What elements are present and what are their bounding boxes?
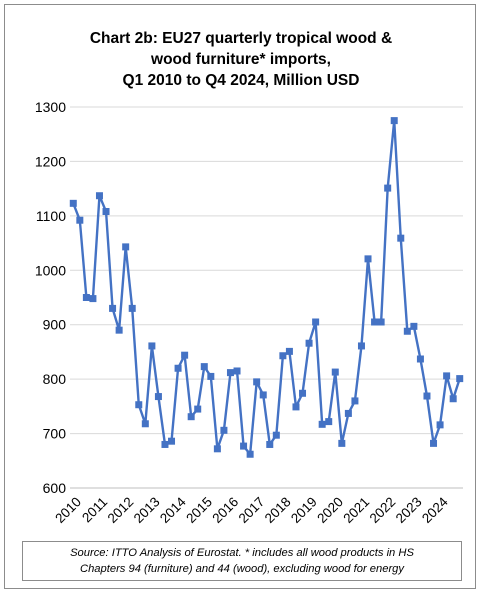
x-tick-label: 2013 [131,494,163,526]
data-point [272,431,280,439]
data-point [89,295,97,303]
series-markers [69,117,464,458]
x-tick-label: 2021 [340,494,372,526]
data-point [115,326,123,334]
x-tick-label: 2014 [157,494,189,526]
data-point [266,440,274,448]
x-tick-label: 2017 [236,494,268,526]
data-point [436,421,444,429]
data-point [161,440,169,448]
chart-title: Chart 2b: EU27 quarterly tropical wood &… [0,28,482,91]
series-line-path [72,119,461,456]
data-point [318,420,326,428]
data-point [351,397,359,405]
data-point [122,243,130,251]
x-tick-label: 2015 [183,494,215,526]
data-point [148,342,156,350]
data-point [423,392,431,400]
x-tick-label: 2019 [288,494,320,526]
data-point [403,327,411,335]
chart-title-line-1: Chart 2b: EU27 quarterly tropical wood & [89,30,393,47]
data-point [443,372,451,380]
data-point [226,369,234,377]
data-point [187,413,195,421]
data-point [449,395,457,403]
data-point [344,409,352,417]
data-point [371,318,379,326]
data-point [430,439,438,447]
x-tick-label: 2011 [79,494,110,525]
data-point [299,389,307,397]
data-point [207,372,215,380]
data-point [135,401,143,409]
data-point [390,117,398,125]
x-tick-label: 2024 [419,494,451,526]
y-axis: 600 700 800 900 1000 1100 1200 1300 [35,99,66,496]
data-point [154,393,162,401]
data-point [357,342,365,350]
data-point [168,437,176,445]
data-point [246,450,254,458]
data-point [325,418,333,426]
data-point [76,216,84,224]
source-note-line-2: Chapters 94 (furniture) and 44 (wood), e… [80,563,404,575]
source-note-line-1: Source: ITTO Analysis of Eurostat. * inc… [70,547,414,559]
data-point [200,363,208,371]
data-point [292,403,300,411]
data-point [279,352,287,360]
x-tick-label: 2018 [262,494,294,526]
y-tick-label: 1100 [36,208,66,224]
series-line [72,119,461,456]
data-point [95,192,103,200]
x-tick-label: 2023 [393,494,425,526]
data-point [240,442,248,450]
data-point [82,294,90,301]
y-tick-label: 1000 [35,262,66,278]
x-tick-label: 2012 [105,494,137,526]
chart-title-line-3: Q1 2010 to Q4 2024, Million USD [122,72,360,89]
data-point [305,339,313,347]
chart-title-line-2: wood furniture* imports, [151,51,331,68]
data-point [220,426,228,434]
data-point [128,304,136,312]
data-point [410,322,418,330]
data-point [384,184,392,192]
data-point [377,318,385,326]
chart-frame [4,4,476,589]
x-axis: 2010201120122013201420152016201720182019… [52,487,463,526]
data-point [253,378,261,386]
data-point [285,347,293,355]
data-point [213,445,221,453]
x-tick-label: 2010 [52,494,84,526]
x-tick-label: 2022 [367,494,399,526]
data-point [416,355,424,363]
y-tick-label: 1200 [35,153,66,169]
data-point [312,318,320,326]
x-tick-label: 2016 [209,494,241,526]
data-point [181,351,189,359]
y-tick-label: 700 [43,426,67,442]
data-point [331,368,339,376]
data-point [233,367,241,375]
y-tick-label: 600 [43,480,67,496]
data-point [174,364,182,372]
data-point [338,439,346,447]
y-tick-label: 1300 [35,99,66,115]
data-point [194,405,202,413]
data-point [109,304,117,312]
x-tick-label: 2020 [314,494,346,526]
source-note: Source: ITTO Analysis of Eurostat. * inc… [22,541,462,581]
data-point [364,255,372,263]
data-point [102,208,110,215]
data-point [141,420,149,428]
y-tick-label: 900 [43,317,67,333]
data-point [259,391,267,399]
data-point [456,375,464,383]
y-tick-label: 800 [43,371,67,387]
data-point [397,234,405,242]
data-point [69,199,77,207]
